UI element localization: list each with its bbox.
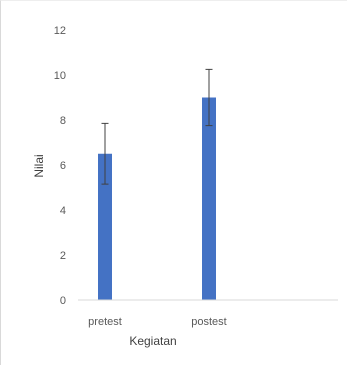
x-tick-label-pretest: pretest xyxy=(88,316,122,328)
x-axis-ticks: pretest postest xyxy=(88,316,227,328)
error-bar-pretest xyxy=(101,122,109,185)
y-axis-ticks: 0 2 4 6 8 10 12 xyxy=(54,25,66,307)
y-tick-label: 10 xyxy=(54,70,66,82)
y-tick-label: 2 xyxy=(60,250,66,262)
bar-pretest xyxy=(98,153,112,300)
error-bar-postest xyxy=(205,68,213,127)
y-tick-label: 0 xyxy=(60,295,66,307)
y-tick-label: 12 xyxy=(54,25,66,37)
y-tick-label: 8 xyxy=(60,115,66,127)
bar-postest xyxy=(202,97,216,300)
bars xyxy=(98,97,216,300)
y-axis-title: Nilai xyxy=(32,154,46,177)
x-axis-title: Kegiatan xyxy=(129,334,176,348)
error-bars xyxy=(101,68,213,185)
y-tick-label: 4 xyxy=(60,205,66,217)
x-tick-label-postest: postest xyxy=(191,316,226,328)
y-tick-label: 6 xyxy=(60,160,66,172)
